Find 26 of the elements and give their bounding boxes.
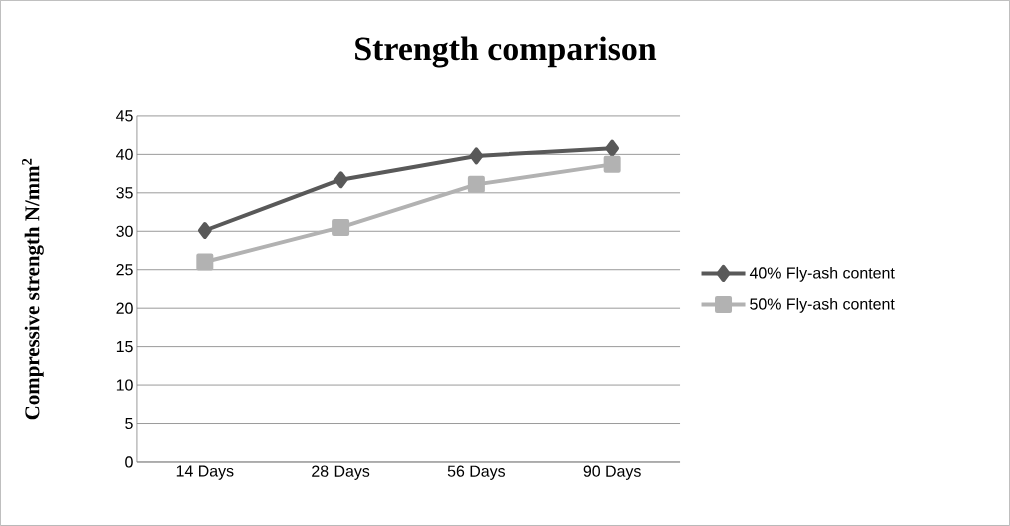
y-tick-label: 45 [116, 110, 133, 122]
x-tick-label: 28 Days [312, 465, 370, 480]
x-tick-label: 90 Days [583, 465, 641, 480]
x-tick-label: 56 Days [447, 465, 506, 480]
point [469, 147, 484, 165]
y-tick-label: 25 [116, 264, 133, 276]
point [333, 171, 348, 189]
x-tick-label: 14 Days [176, 465, 234, 480]
point [196, 253, 214, 271]
y-tick-label: 40 [116, 148, 133, 161]
point [332, 218, 350, 236]
y-tick-label: 10 [116, 379, 133, 391]
point [197, 222, 212, 240]
point [605, 139, 620, 157]
y-tick-label: 30 [116, 225, 133, 237]
y-tick-label: 0 [125, 456, 133, 468]
y-axis-title: Compressive strength N/mm$^{2}$ [22, 158, 44, 420]
y-tick-label: 15 [116, 341, 133, 353]
y-tick-label: 35 [116, 187, 133, 199]
point [603, 155, 621, 173]
chart-title: Strength comparison [355, 36, 657, 68]
legend-label: 50% Fly-ash content [750, 297, 895, 313]
point [467, 175, 485, 193]
y-tick-label: 5 [125, 418, 133, 430]
legend-label: 40% Fly-ash content [749, 266, 895, 282]
y-tick-label: 20 [116, 302, 133, 314]
